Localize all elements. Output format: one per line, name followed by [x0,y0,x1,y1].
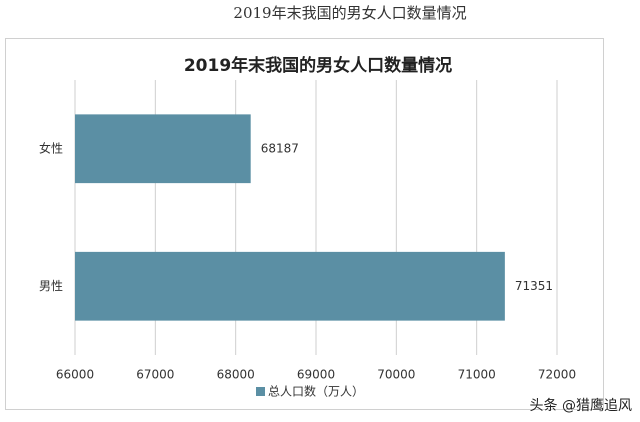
value-label: 71351 [515,279,553,293]
x-tick-label: 69000 [297,368,335,382]
x-tick-label: 72000 [538,368,576,382]
chart-frame [5,38,604,410]
bar [75,114,251,184]
caption: 2019年末我国的男女人口数量情况 [233,4,466,22]
x-tick-label: 67000 [136,368,174,382]
legend-label: 总人口数（万人） [268,384,364,399]
value-label: 68187 [261,141,299,155]
chart-title: 2019年末我国的男女人口数量情况 [184,55,452,76]
x-tick-label: 68000 [217,368,255,382]
legend-swatch [256,387,265,396]
x-tick-label: 71000 [458,368,496,382]
watermark: 头条 @猎鹰追风 [530,397,632,414]
x-tick-label: 66000 [56,368,94,382]
y-tick-label: 男性 [39,279,63,293]
x-tick-label: 70000 [377,368,415,382]
bar [75,251,505,321]
y-tick-label: 女性 [39,140,63,155]
